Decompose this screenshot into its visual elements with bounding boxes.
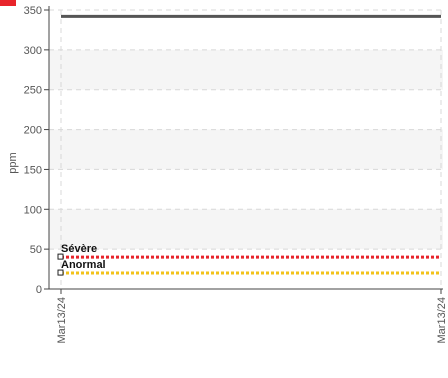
threshold-label: Anormal — [61, 259, 106, 271]
x-tick-label: Mar13/24 — [56, 297, 68, 343]
header-status-marker — [0, 0, 16, 6]
y-tick-label: 150 — [24, 164, 42, 176]
background-band — [49, 129, 443, 170]
threshold-marker — [57, 253, 64, 260]
background-band — [49, 209, 443, 250]
y-tick-label: 300 — [24, 45, 42, 57]
y-tick-label: 0 — [36, 284, 42, 296]
threshold-label: Sévère — [61, 243, 97, 255]
chart-gridlines — [49, 9, 443, 289]
y-tick-label: 50 — [30, 244, 42, 256]
threshold-marker — [57, 269, 64, 276]
y-tick-label: 200 — [24, 125, 42, 137]
background-band — [49, 49, 443, 90]
y-tick-label: 100 — [24, 204, 42, 216]
y-axis-ticks: 0 50 100 150 200 250 300 350 — [24, 5, 49, 296]
threshold-lines: Sévère Anormal — [57, 243, 441, 276]
y-tick-label: 350 — [24, 5, 42, 17]
x-tick-label: Mar13/24 — [436, 297, 448, 343]
y-tick-label: 250 — [24, 85, 42, 97]
y-axis-title: ppm — [7, 152, 19, 173]
chart-background-bands — [49, 49, 443, 250]
chart-axes — [48, 6, 443, 290]
x-axis-ticks: Mar13/24 Mar13/24 — [56, 289, 448, 343]
